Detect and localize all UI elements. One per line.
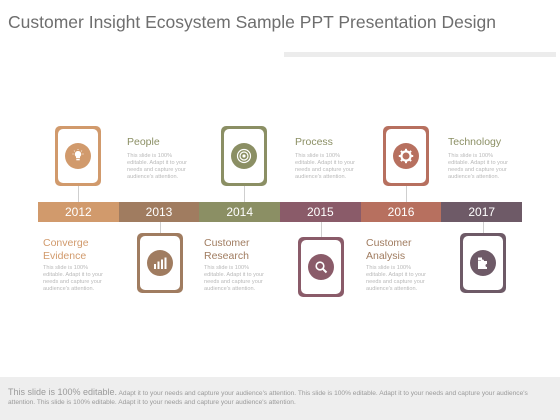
converge-evidence-icon-card — [137, 233, 183, 293]
technology-icon-card — [383, 126, 429, 186]
footer-band — [0, 377, 560, 420]
bar-chart-icon — [147, 250, 173, 276]
process-description: This slide is 100% editable. Adapt it to… — [295, 153, 356, 180]
timeline-year-2013: 2013 — [118, 202, 200, 222]
timeline-year-2012: 2012 — [38, 202, 119, 222]
converge-evidence-heading: Converge Evidence — [43, 237, 89, 262]
puzzle-icon — [470, 250, 496, 276]
people-icon-card — [55, 126, 101, 186]
customer-analysis-description: This slide is 100% editable. Adapt it to… — [366, 265, 427, 292]
connector-line — [160, 222, 161, 235]
connector-line — [483, 222, 484, 235]
technology-description: This slide is 100% editable. Adapt it to… — [448, 153, 509, 180]
people-description: This slide is 100% editable. Adapt it to… — [127, 153, 188, 180]
connector-line — [321, 222, 322, 238]
technology-heading: Technology — [448, 136, 502, 148]
customer-analysis-icon-card — [460, 233, 506, 293]
customer-research-description: This slide is 100% editable. Adapt it to… — [204, 265, 265, 292]
timeline-year-2017: 2017 — [441, 202, 523, 222]
connector-line — [406, 186, 407, 202]
customer-research-heading: Customer Research — [204, 237, 250, 262]
year-timeline-bar: 2012 2013 2014 2015 2016 2017 — [38, 202, 523, 222]
timeline-year-2014: 2014 — [199, 202, 281, 222]
process-heading: Process — [295, 136, 333, 148]
connector-line — [244, 186, 245, 202]
target-icon — [231, 143, 257, 169]
connector-line — [78, 186, 79, 202]
magnifier-icon — [308, 254, 334, 280]
timeline-year-2016: 2016 — [360, 202, 442, 222]
lightbulb-icon — [65, 143, 91, 169]
timeline-year-2015: 2015 — [280, 202, 361, 222]
people-heading: People — [127, 136, 160, 148]
customer-analysis-heading: Customer Analysis — [366, 237, 412, 262]
process-icon-card — [221, 126, 267, 186]
converge-evidence-description: This slide is 100% editable. Adapt it to… — [43, 265, 104, 292]
title-underline-rule — [284, 52, 556, 57]
gear-icon — [393, 143, 419, 169]
slide-title: Customer Insight Ecosystem Sample PPT Pr… — [8, 12, 496, 32]
footer-text: This slide is 100% editable. Adapt it to… — [8, 387, 528, 407]
customer-research-icon-card — [298, 237, 344, 297]
